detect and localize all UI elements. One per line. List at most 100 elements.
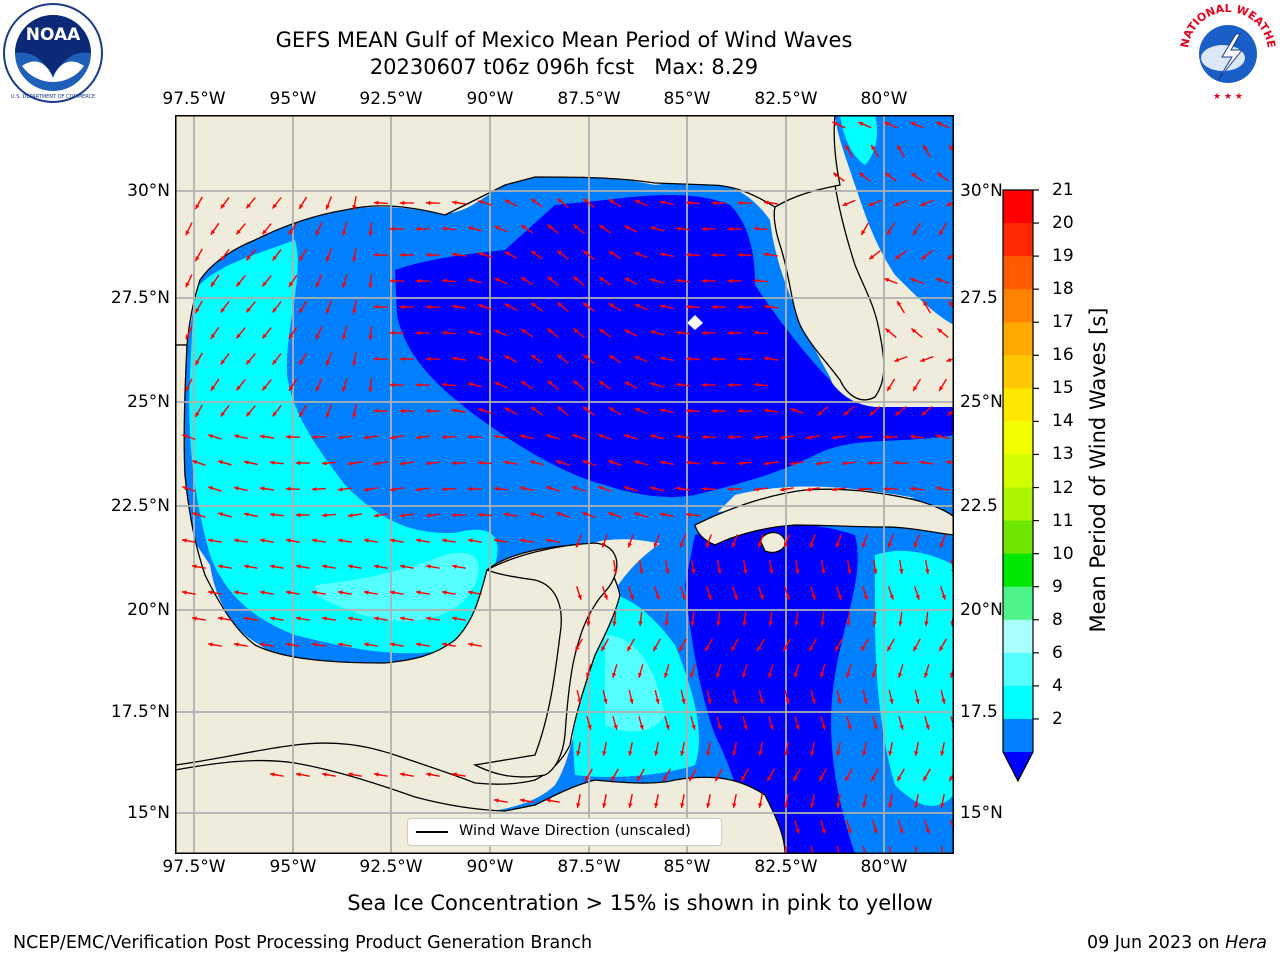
wind-arrow-head [757, 646, 762, 652]
wind-arrow-head [416, 538, 421, 543]
wind-arrow-head [352, 413, 357, 418]
colorbar-label: 10 [1052, 543, 1074, 564]
wind-arrow-head [920, 357, 926, 362]
footer-date: 09 Jun 2023 on Hera [1087, 933, 1267, 953]
wind-arrow-head [452, 772, 457, 777]
lon-tick: 82.5°W [754, 857, 818, 877]
wind-arrow-head [913, 386, 918, 391]
wind-arrow-head [785, 594, 790, 600]
wind-arrow-head [218, 616, 223, 621]
wind-arrow-head [767, 776, 772, 782]
wind-arrow-head [753, 226, 759, 231]
wind-arrow-head [577, 594, 582, 600]
wind-arrow-head [451, 460, 457, 466]
wind-arrow-head [731, 542, 736, 548]
wind-arrow-head [236, 385, 241, 391]
wind-arrow-head [923, 776, 928, 782]
wind-arrow-head [895, 410, 901, 416]
colorbar-extend-arrow [1003, 752, 1033, 781]
wind-arrow-head [790, 408, 796, 413]
wind-arrow-head [493, 434, 499, 439]
wind-arrow-head [467, 434, 473, 440]
wind-arrow-head [732, 751, 737, 756]
wind-arrow-head [608, 199, 614, 204]
map-frame [175, 115, 954, 854]
wind-arrow-head [425, 513, 431, 518]
wind-arrow-head [894, 357, 900, 362]
wind-arrow-head [260, 590, 265, 595]
wind-arrow-head [348, 564, 353, 569]
wind-arrow-head [575, 542, 580, 548]
wind-arrow-head [654, 751, 659, 756]
wind-arrow-head [582, 460, 588, 465]
wind-arrow-head [650, 382, 655, 387]
gulf-band-4-6-west [189, 240, 498, 654]
wind-arrow-head [887, 386, 892, 391]
wind-arrow-head [285, 486, 291, 492]
colorbar-label: 6 [1052, 642, 1063, 663]
wind-arrow-head [576, 803, 581, 808]
wind-arrow-head [608, 355, 614, 360]
wind-arrow-head [208, 486, 214, 491]
wind-arrow-head [847, 724, 852, 730]
wind-arrow-head [653, 646, 658, 652]
lon-tick: 85°W [663, 857, 711, 877]
wind-arrow-head [468, 590, 473, 595]
wind-arrow-head [899, 828, 904, 834]
wind-arrow-head [546, 798, 551, 803]
lon-tick: 87.5°W [557, 857, 621, 877]
wind-arrow-head [312, 590, 317, 595]
lat-tick: 25°N [960, 392, 1003, 412]
lon-tick: 80°W [860, 857, 908, 877]
wind-arrow-head [690, 672, 695, 678]
wind-arrow-head [888, 751, 893, 756]
wind-arrow-head [299, 412, 304, 417]
wind-arrow-head [288, 385, 294, 391]
wind-arrow-head [711, 252, 717, 258]
wind-arrow-head [296, 564, 301, 569]
wind-arrow-head [477, 512, 483, 517]
wind-arrow-head [784, 803, 789, 808]
wind-arrow-head [753, 435, 759, 440]
wind-arrow-head [715, 776, 720, 782]
wind-arrow-head [624, 225, 630, 230]
wind-arrow-head [832, 122, 838, 126]
wind-arrow-head [741, 776, 746, 782]
wind-arrow-head [295, 460, 301, 466]
colorbar-label: 18 [1052, 279, 1074, 300]
wind-arrow-head [347, 461, 353, 466]
wind-arrow-head [711, 356, 717, 362]
wind-arrow-head [208, 434, 214, 439]
wind-arrow-head [835, 646, 840, 652]
wind-arrow-head [218, 512, 223, 517]
wind-arrow-head [587, 724, 592, 730]
wind-arrow-head [947, 410, 953, 416]
wind-arrow-head [795, 569, 800, 574]
wind-arrow-head [910, 278, 916, 283]
wind-arrow-head [716, 621, 721, 626]
wind-arrow-head [415, 226, 421, 232]
wind-arrow-head [763, 356, 769, 361]
wind-arrow-head [195, 204, 200, 210]
wind-arrow-head [598, 434, 604, 439]
wind-arrow-head [352, 361, 357, 366]
wind-arrow-head [737, 408, 743, 414]
wind-arrow-head [895, 254, 901, 260]
colorbar-segment [1003, 421, 1033, 455]
wind-arrow-head [468, 330, 473, 335]
wind-arrow-head [415, 330, 421, 336]
wind-arrow-head [873, 569, 878, 574]
wind-arrow-head [920, 201, 926, 206]
wind-arrow-head [817, 410, 823, 416]
wind-arrow-head [897, 776, 902, 782]
wind-arrow-head [451, 408, 457, 413]
wind-arrow-head [858, 122, 864, 126]
wind-arrow-head [192, 460, 198, 465]
wind-arrow-head [478, 304, 484, 309]
wind-arrow-head [842, 201, 848, 206]
wind-arrow-head [701, 226, 707, 232]
wind-arrow-head [399, 356, 405, 362]
wind-arrow-head [299, 256, 304, 261]
wind-arrow-head [660, 252, 665, 257]
wind-arrow-head [809, 542, 814, 548]
